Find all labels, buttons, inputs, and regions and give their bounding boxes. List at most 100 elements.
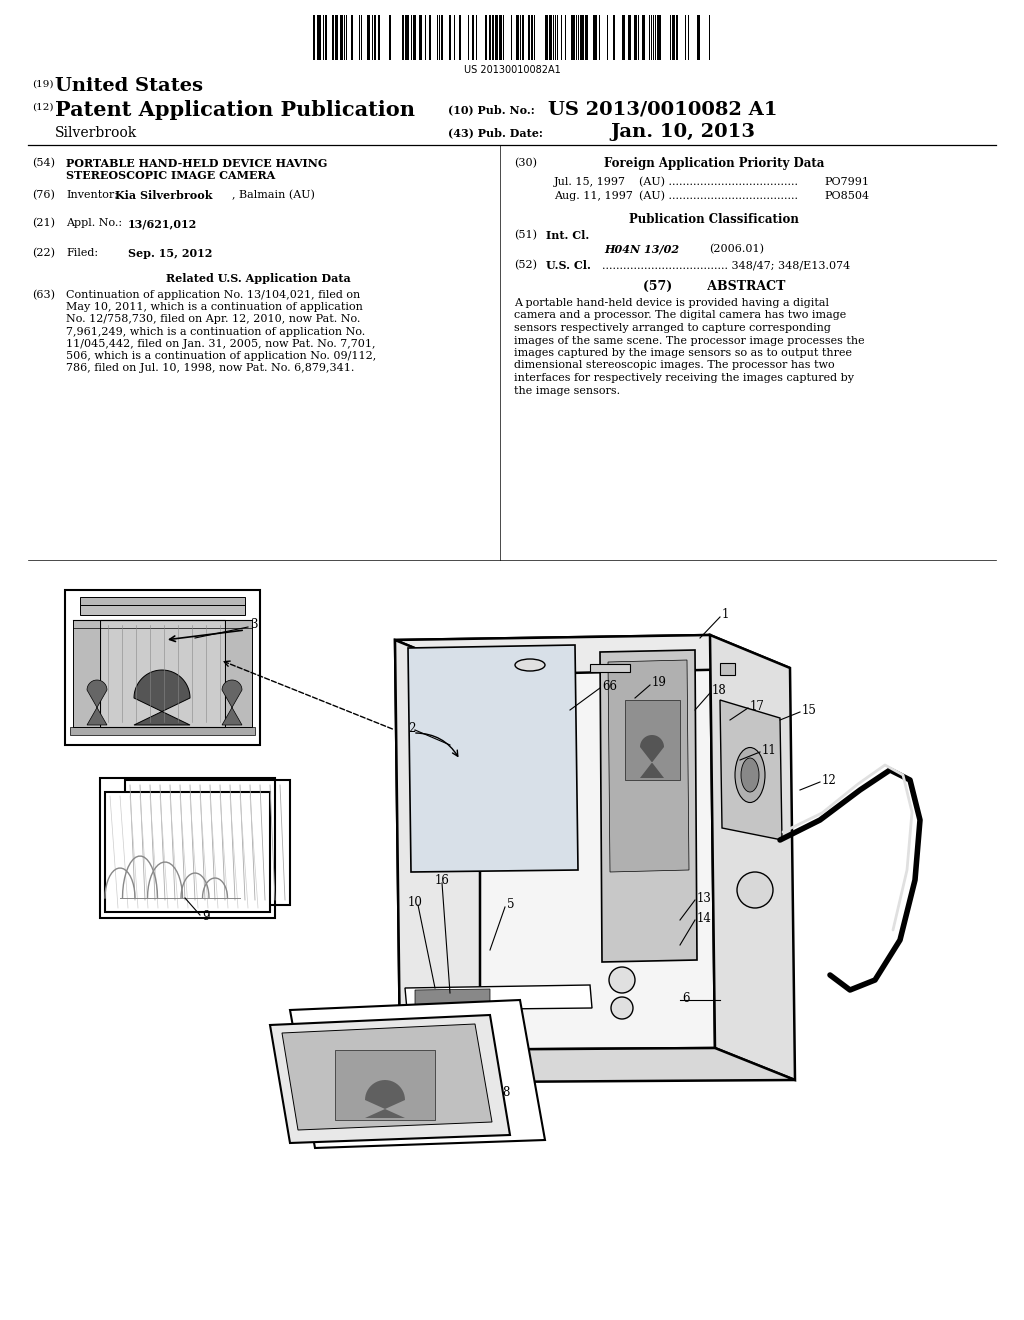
- Text: , Balmain (AU): , Balmain (AU): [232, 190, 314, 201]
- Text: 8: 8: [502, 1085, 509, 1098]
- Text: (AU) .....................................: (AU) ...................................…: [639, 177, 798, 187]
- Bar: [80, 597, 245, 605]
- Text: 11: 11: [762, 743, 777, 756]
- Text: dimensional stereoscopic images. The processor has two: dimensional stereoscopic images. The pro…: [514, 360, 835, 371]
- Bar: [65, 590, 260, 744]
- Text: 5: 5: [507, 899, 514, 912]
- Text: (51): (51): [514, 230, 537, 240]
- Bar: [335, 1049, 435, 1119]
- Text: 786, filed on Jul. 10, 1998, now Pat. No. 6,879,341.: 786, filed on Jul. 10, 1998, now Pat. No…: [66, 363, 354, 374]
- Text: (10) Pub. No.:: (10) Pub. No.:: [449, 104, 535, 115]
- Polygon shape: [134, 671, 190, 725]
- Text: 15: 15: [802, 704, 817, 717]
- Bar: [585, 15, 588, 59]
- Circle shape: [609, 968, 635, 993]
- Text: (30): (30): [514, 158, 537, 169]
- Text: Continuation of application No. 13/104,021, filed on: Continuation of application No. 13/104,0…: [66, 290, 360, 300]
- Bar: [73, 620, 100, 727]
- Bar: [634, 15, 637, 59]
- Bar: [332, 15, 334, 59]
- Bar: [459, 15, 461, 59]
- Polygon shape: [290, 1001, 545, 1148]
- Polygon shape: [282, 1024, 492, 1130]
- Bar: [545, 15, 548, 59]
- Polygon shape: [415, 989, 490, 1006]
- Text: (57)        ABSTRACT: (57) ABSTRACT: [643, 280, 785, 293]
- Text: No. 12/758,730, filed on Apr. 12, 2010, now Pat. No.: No. 12/758,730, filed on Apr. 12, 2010, …: [66, 314, 360, 325]
- Polygon shape: [365, 1080, 406, 1118]
- Text: 2: 2: [408, 722, 416, 734]
- Text: (19): (19): [32, 81, 53, 88]
- Circle shape: [737, 873, 773, 908]
- Bar: [485, 15, 487, 59]
- Text: US 2013/0010082 A1: US 2013/0010082 A1: [548, 100, 777, 117]
- Polygon shape: [408, 645, 578, 873]
- Bar: [449, 15, 451, 59]
- Text: 9: 9: [202, 911, 210, 924]
- Text: Related U.S. Application Data: Related U.S. Application Data: [166, 273, 350, 284]
- Bar: [613, 15, 615, 59]
- Bar: [429, 15, 431, 59]
- Bar: [340, 15, 343, 59]
- Bar: [522, 15, 524, 59]
- Polygon shape: [222, 680, 242, 725]
- Text: 6: 6: [682, 991, 689, 1005]
- Bar: [531, 15, 534, 59]
- Text: 10: 10: [408, 896, 423, 909]
- Bar: [489, 15, 490, 59]
- Bar: [225, 620, 252, 727]
- Text: Aug. 11, 1997: Aug. 11, 1997: [554, 191, 633, 201]
- Bar: [492, 15, 494, 59]
- Text: PORTABLE HAND-HELD DEVICE HAVING: PORTABLE HAND-HELD DEVICE HAVING: [66, 158, 328, 169]
- Polygon shape: [395, 640, 480, 1082]
- Text: (22): (22): [32, 248, 55, 259]
- Text: (2006.01): (2006.01): [709, 244, 764, 255]
- Polygon shape: [87, 680, 106, 725]
- Text: (21): (21): [32, 218, 55, 228]
- Polygon shape: [395, 635, 790, 675]
- Bar: [70, 727, 255, 735]
- Bar: [549, 15, 552, 59]
- Bar: [499, 15, 502, 59]
- Bar: [720, 663, 735, 675]
- Bar: [580, 15, 584, 59]
- Bar: [622, 15, 625, 59]
- Text: STEREOSCOPIC IMAGE CAMERA: STEREOSCOPIC IMAGE CAMERA: [66, 170, 275, 181]
- Text: 3: 3: [250, 619, 257, 631]
- Text: Jul. 15, 1997: Jul. 15, 1997: [554, 177, 626, 187]
- Bar: [628, 15, 631, 59]
- Text: 11/045,442, filed on Jan. 31, 2005, now Pat. No. 7,701,: 11/045,442, filed on Jan. 31, 2005, now …: [66, 339, 376, 348]
- Text: .................................... 348/47; 348/E13.074: .................................... 348…: [602, 260, 850, 271]
- Bar: [313, 15, 315, 59]
- Polygon shape: [600, 649, 697, 962]
- Text: (43) Pub. Date:: (43) Pub. Date:: [449, 127, 543, 139]
- Polygon shape: [400, 1048, 795, 1082]
- Bar: [516, 15, 519, 59]
- Bar: [495, 15, 498, 59]
- Bar: [367, 15, 370, 59]
- Text: 12: 12: [822, 774, 837, 787]
- Text: Int. Cl.: Int. Cl.: [546, 230, 589, 242]
- Bar: [389, 15, 391, 59]
- Text: Jan. 10, 2013: Jan. 10, 2013: [610, 123, 755, 141]
- Bar: [402, 15, 404, 59]
- Text: Inventor:: Inventor:: [66, 190, 118, 201]
- Polygon shape: [395, 635, 715, 1049]
- Text: United States: United States: [55, 77, 203, 95]
- Text: PO7991: PO7991: [824, 177, 869, 187]
- Bar: [590, 664, 630, 672]
- Bar: [625, 700, 680, 780]
- Bar: [325, 15, 327, 59]
- Text: Sep. 15, 2012: Sep. 15, 2012: [128, 248, 212, 259]
- Bar: [593, 15, 597, 59]
- Bar: [335, 15, 338, 59]
- Ellipse shape: [735, 747, 765, 803]
- Bar: [374, 15, 376, 59]
- Text: (76): (76): [32, 190, 55, 201]
- Bar: [100, 620, 225, 727]
- Text: camera and a processor. The digital camera has two image: camera and a processor. The digital came…: [514, 310, 846, 321]
- Text: 14: 14: [697, 912, 712, 924]
- Text: PO8504: PO8504: [824, 191, 869, 201]
- Text: interfaces for respectively receiving the images captured by: interfaces for respectively receiving th…: [514, 374, 854, 383]
- Bar: [472, 15, 474, 59]
